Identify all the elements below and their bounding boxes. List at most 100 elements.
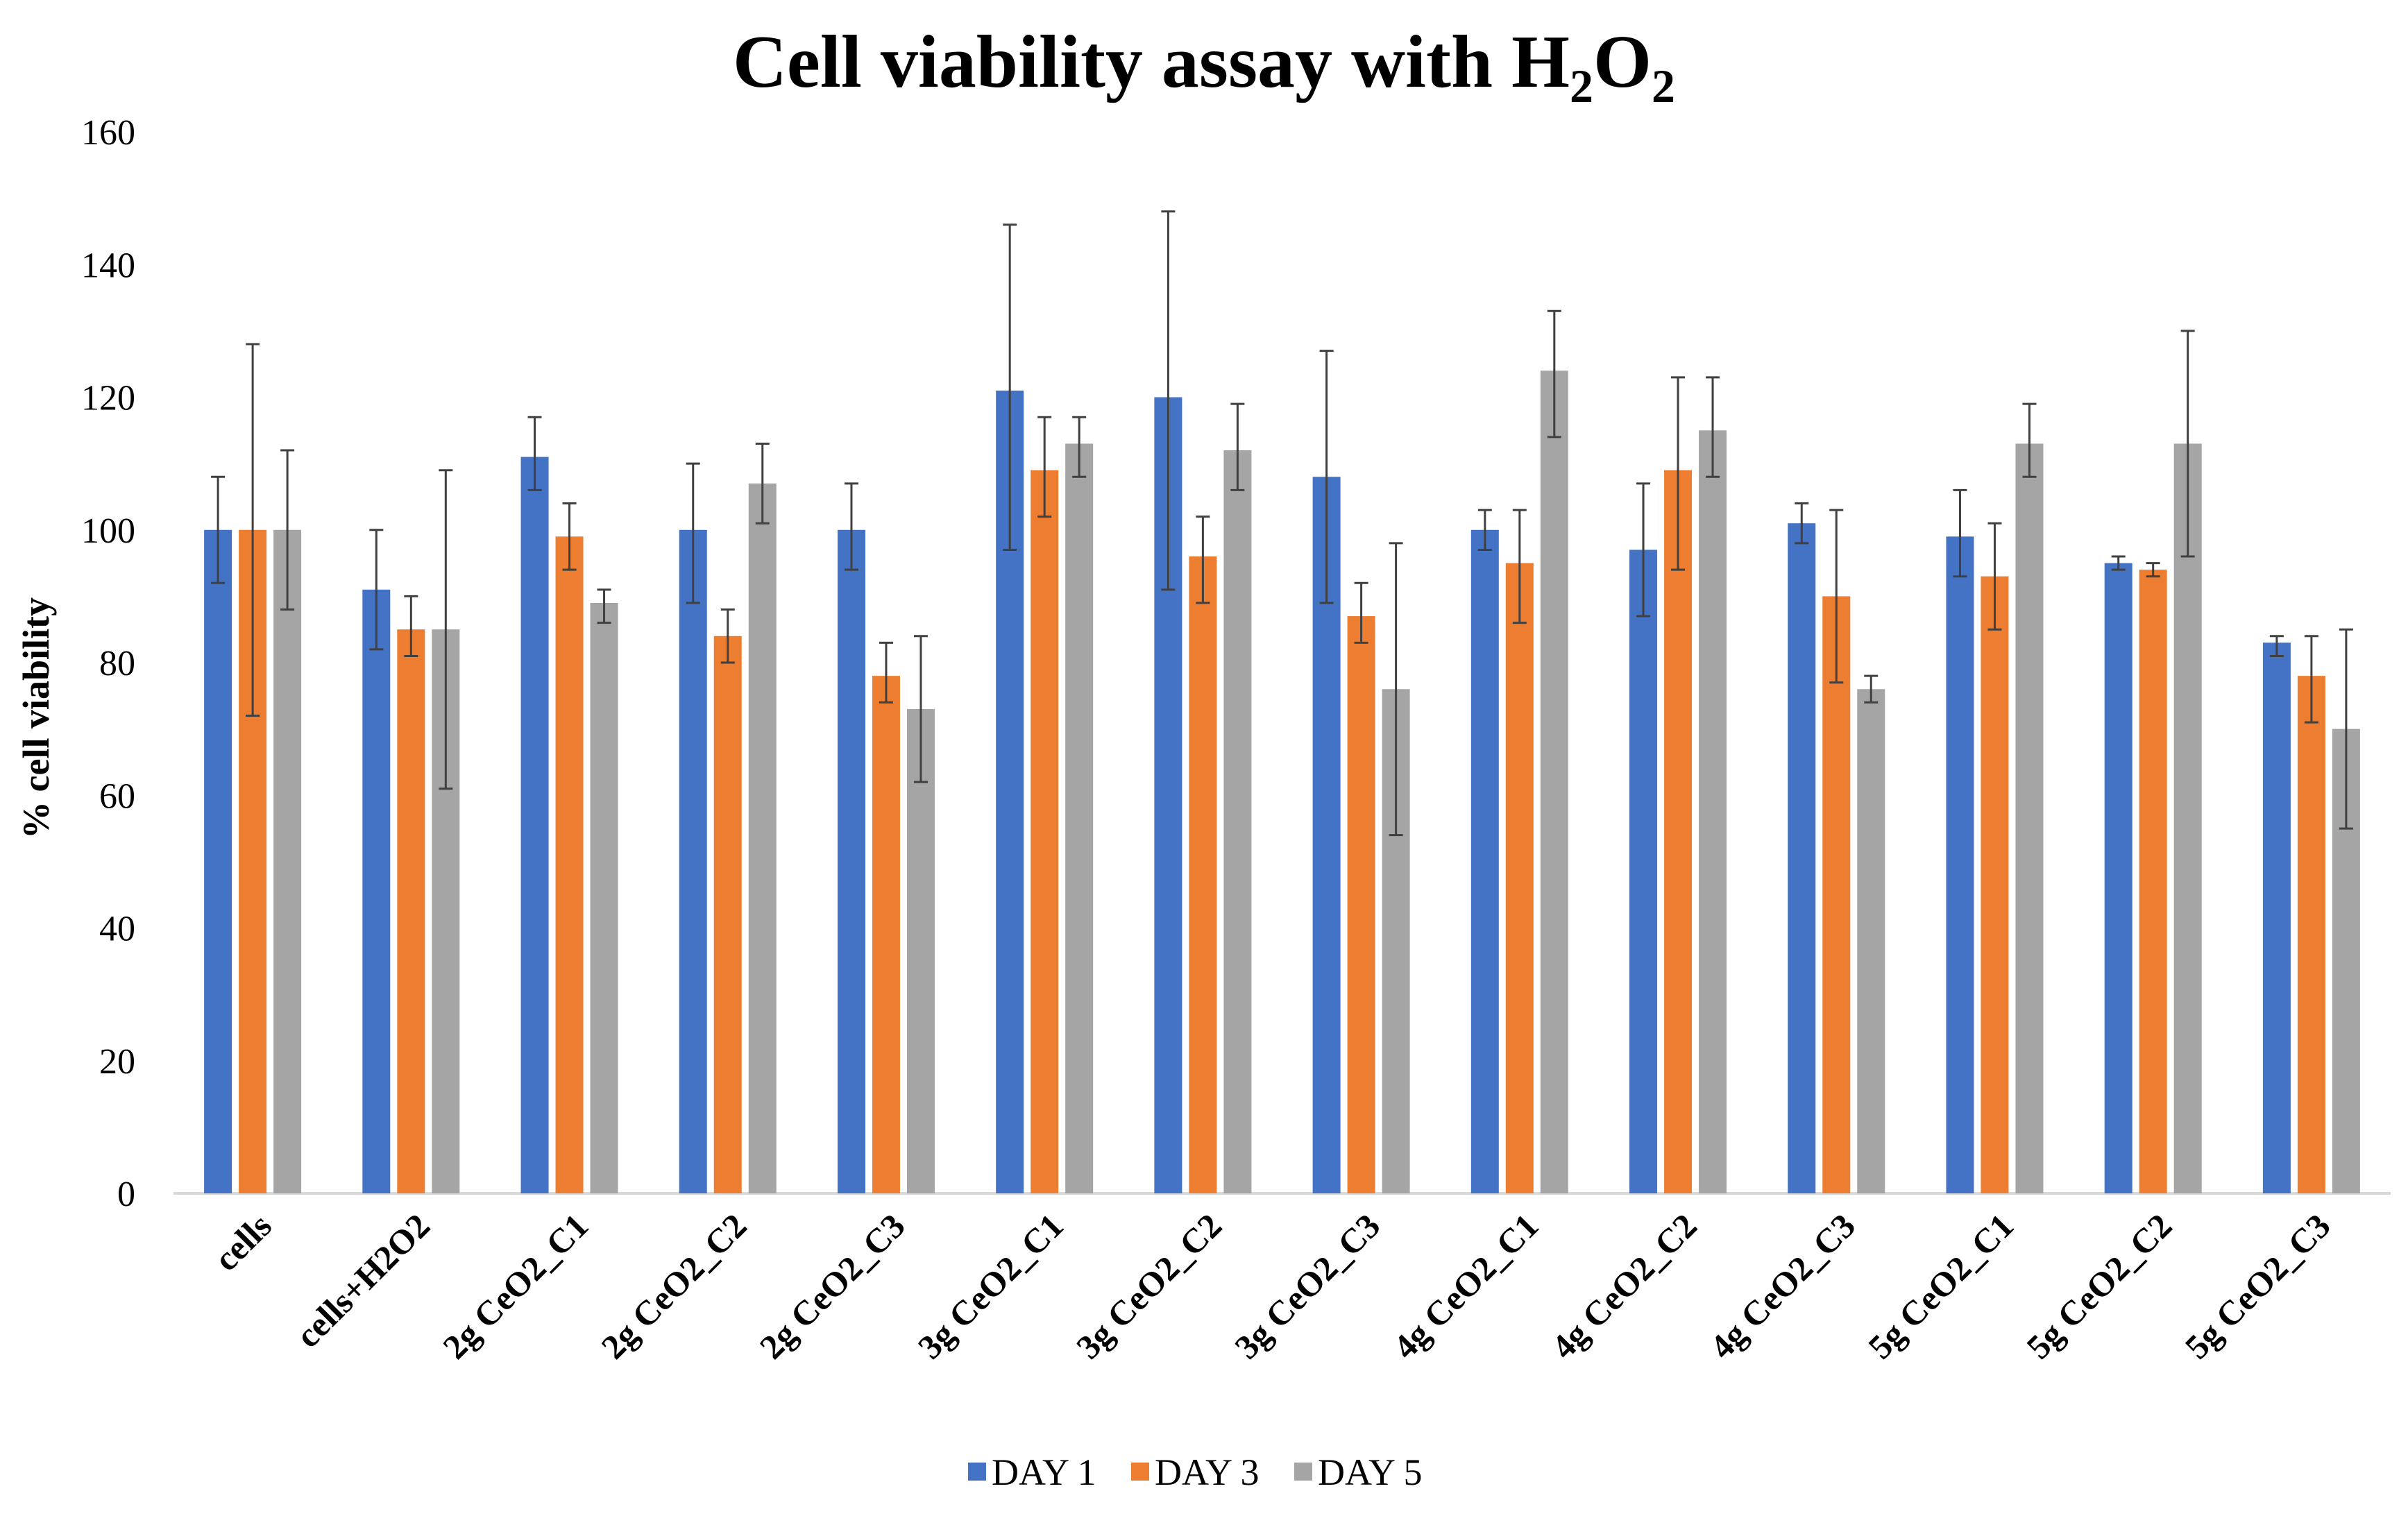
y-tick-label: 120 bbox=[81, 379, 135, 418]
bar bbox=[397, 629, 425, 1193]
error-bar bbox=[369, 529, 384, 651]
y-tick-label: 140 bbox=[81, 246, 135, 285]
error-bar bbox=[211, 475, 226, 584]
bar bbox=[1629, 549, 1658, 1193]
error-bar bbox=[404, 595, 418, 657]
chart-title-main: Cell viability assay with H bbox=[733, 21, 1570, 103]
error-bar bbox=[2022, 402, 2037, 478]
y-tick-label: 80 bbox=[99, 644, 135, 683]
bar bbox=[1946, 536, 1974, 1193]
chart-title-mid: O bbox=[1593, 21, 1652, 103]
bar bbox=[1223, 450, 1252, 1193]
y-tick-label: 100 bbox=[81, 511, 135, 551]
error-bar bbox=[1512, 509, 1527, 624]
error-bar bbox=[1389, 542, 1403, 837]
chart-title-sub1: 2 bbox=[1570, 60, 1593, 112]
y-tick-label: 0 bbox=[117, 1175, 135, 1214]
x-tick-label: 4g CeO2_C2 bbox=[1544, 1206, 1704, 1366]
y-tick-label: 160 bbox=[81, 113, 135, 153]
legend-swatch bbox=[1294, 1463, 1312, 1481]
bar bbox=[1065, 443, 1094, 1193]
bar bbox=[2139, 570, 2167, 1193]
x-tick-label: cells bbox=[206, 1206, 278, 1278]
error-bar bbox=[755, 442, 770, 525]
legend-swatch bbox=[1131, 1463, 1149, 1481]
legend-label: DAY 3 bbox=[1155, 1451, 1260, 1493]
error-bar bbox=[1795, 502, 1809, 545]
error-bar bbox=[1987, 522, 2002, 631]
error-bar bbox=[2180, 330, 2195, 558]
x-tick-label: 2g CeO2_C2 bbox=[593, 1206, 754, 1366]
bar bbox=[204, 529, 232, 1193]
error-bar bbox=[2111, 555, 2126, 571]
error-bar bbox=[1072, 416, 1087, 478]
error-bar bbox=[1196, 516, 1210, 604]
bar bbox=[1505, 563, 1534, 1193]
error-bar bbox=[2146, 562, 2160, 578]
error-bar bbox=[1230, 402, 1245, 491]
error-bar bbox=[246, 343, 260, 717]
error-bar bbox=[2304, 635, 2318, 724]
bar bbox=[1822, 596, 1851, 1193]
bar bbox=[872, 676, 900, 1193]
y-tick-label: 60 bbox=[99, 776, 135, 816]
bar bbox=[273, 529, 302, 1193]
legend-label: DAY 5 bbox=[1318, 1451, 1423, 1493]
bar bbox=[2015, 443, 2044, 1193]
error-bar bbox=[1477, 509, 1492, 551]
legend: DAY 1 DAY 3 DAY 5 bbox=[968, 1451, 1423, 1493]
bar bbox=[837, 529, 865, 1193]
bar bbox=[679, 529, 707, 1193]
error-bar bbox=[1354, 581, 1368, 644]
bar bbox=[555, 536, 584, 1193]
bar bbox=[1788, 523, 1816, 1193]
legend-swatch bbox=[968, 1463, 986, 1481]
error-bar bbox=[844, 482, 858, 571]
bar bbox=[2173, 443, 2202, 1193]
error-bar bbox=[2269, 635, 2284, 657]
bar bbox=[520, 457, 549, 1193]
chart-title-sub2: 2 bbox=[1652, 60, 1675, 112]
error-bar bbox=[686, 462, 700, 604]
bar bbox=[1540, 370, 1568, 1193]
x-tick-label: 5g CeO2_C1 bbox=[1860, 1206, 2021, 1366]
error-bar bbox=[439, 469, 453, 790]
bar bbox=[590, 602, 618, 1193]
x-tick-label: 3g CeO2_C2 bbox=[1069, 1206, 1229, 1366]
bar bbox=[2297, 676, 2325, 1193]
x-tick-label: 2g CeO2_C1 bbox=[435, 1206, 595, 1366]
error-bar bbox=[2339, 628, 2353, 830]
x-tick-label: 3g CeO2_C1 bbox=[910, 1206, 1071, 1366]
bar bbox=[2104, 563, 2133, 1193]
bar bbox=[1664, 470, 1693, 1193]
bar bbox=[1347, 616, 1375, 1193]
bar bbox=[1857, 689, 1885, 1193]
error-bar bbox=[1829, 509, 1844, 684]
bar bbox=[362, 589, 391, 1193]
error-bar bbox=[597, 588, 611, 624]
bar-series bbox=[204, 370, 2360, 1193]
y-axis-label: % cell viability bbox=[15, 597, 57, 839]
bar bbox=[1031, 470, 1059, 1193]
error-bar bbox=[1864, 674, 1879, 704]
error-bar bbox=[1953, 488, 1967, 578]
y-tick-label: 20 bbox=[99, 1042, 135, 1082]
error-bar bbox=[1636, 482, 1651, 617]
bar bbox=[906, 708, 935, 1193]
error-bar bbox=[527, 416, 542, 491]
bar bbox=[748, 483, 777, 1193]
y-tick-label: 40 bbox=[99, 910, 135, 949]
x-tick-label: 3g CeO2_C3 bbox=[1227, 1206, 1387, 1366]
x-tick-label: 4g CeO2_C1 bbox=[1386, 1206, 1546, 1366]
bar bbox=[1470, 529, 1499, 1193]
bar bbox=[1189, 556, 1217, 1193]
x-tick-label: 5g CeO2_C3 bbox=[2178, 1206, 2338, 1366]
x-tick-label: cells+H2O2 bbox=[288, 1206, 437, 1355]
bar bbox=[713, 636, 742, 1193]
error-bar bbox=[1003, 223, 1017, 551]
chart-title: Cell viability assay with H2O2 bbox=[733, 21, 1675, 112]
error-bar bbox=[280, 449, 295, 611]
